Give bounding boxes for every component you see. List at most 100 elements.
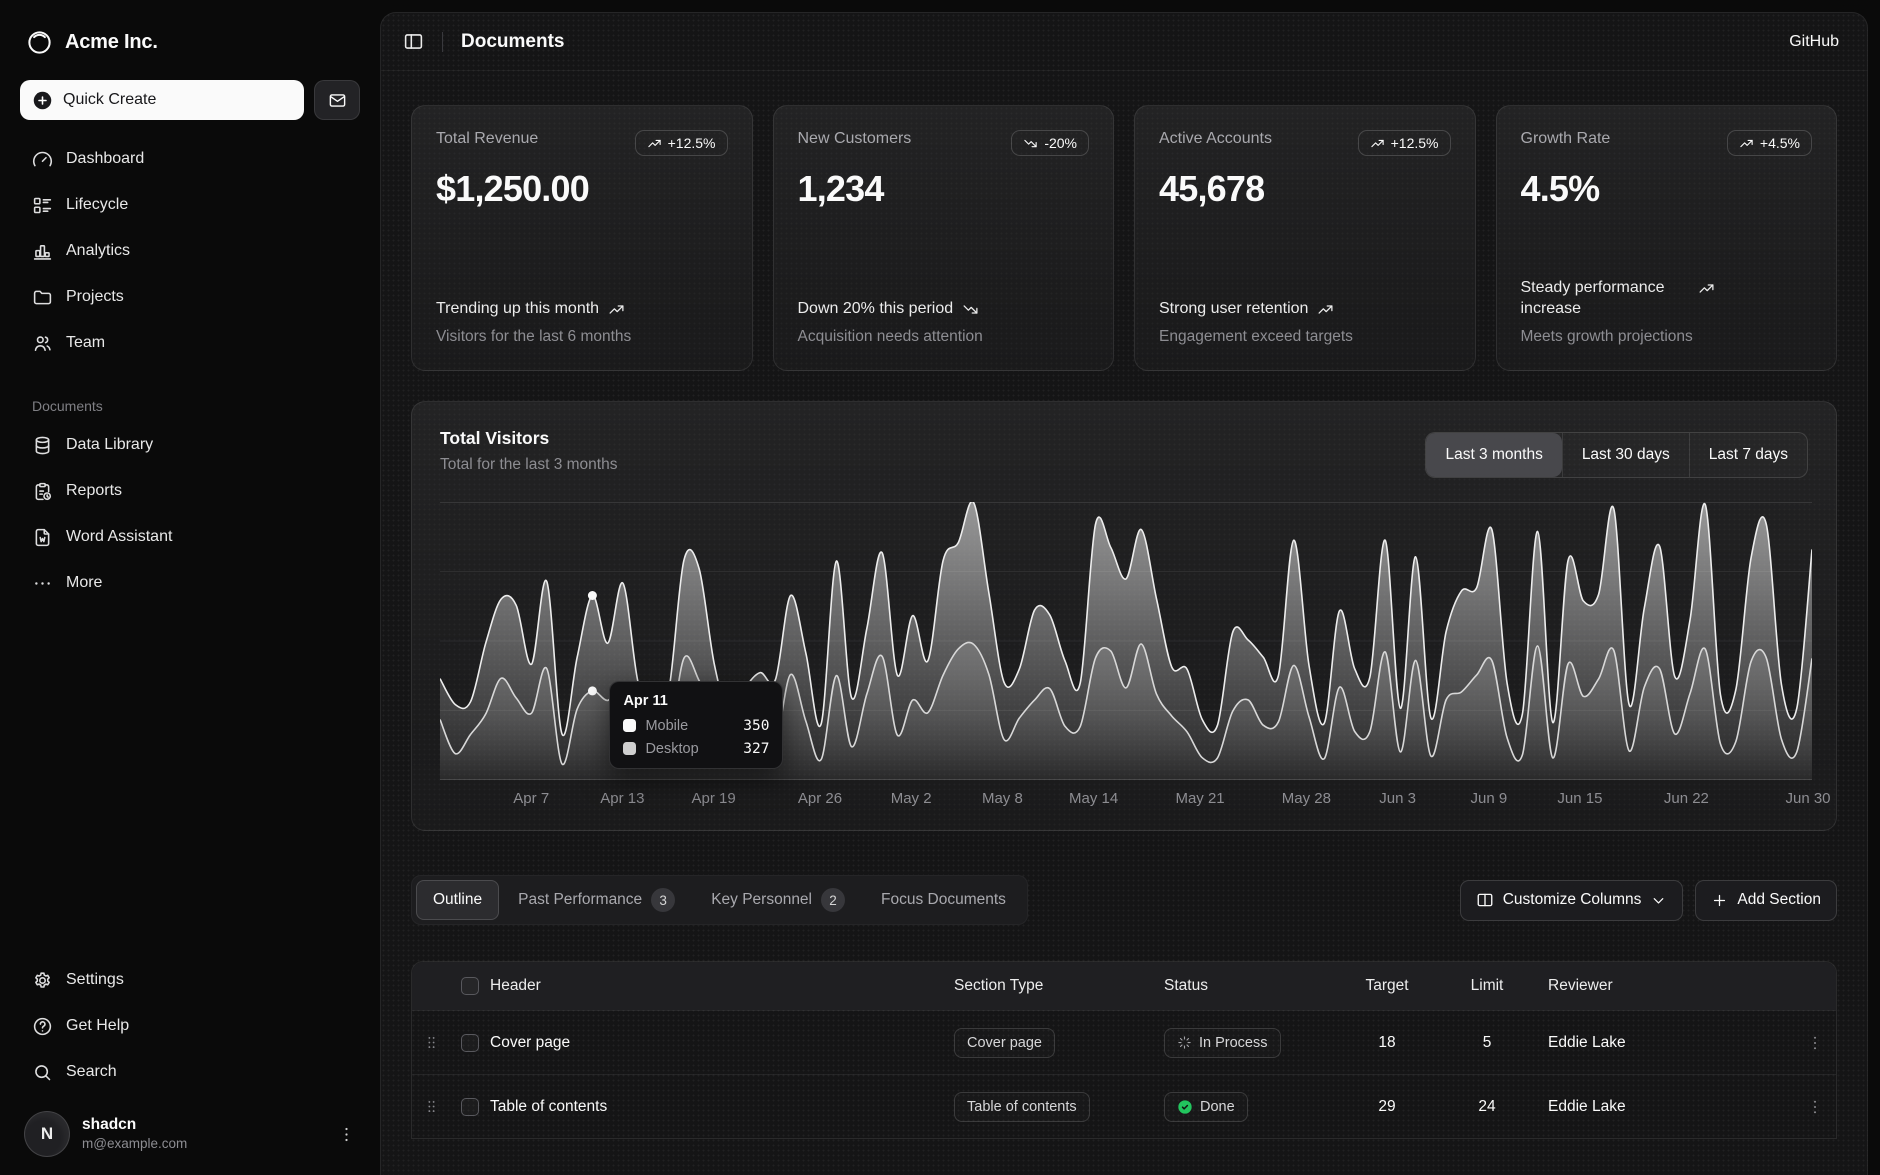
- tick-label: May 28: [1281, 790, 1331, 807]
- trending-up-icon: [609, 305, 624, 315]
- sidebar-item-settings[interactable]: Settings: [20, 957, 360, 1003]
- tab-outline[interactable]: Outline: [416, 880, 500, 920]
- sidebar-toggle-button[interactable]: [403, 31, 424, 52]
- sidebar-nav-main: Dashboard Lifecycle Analytics Projects Team: [20, 136, 360, 366]
- header-divider: [442, 31, 443, 52]
- select-all-checkbox[interactable]: [461, 977, 479, 995]
- dots-icon: [35, 581, 50, 585]
- range-button-last-3-months[interactable]: Last 3 months: [1426, 433, 1562, 477]
- trending-down-icon: [1024, 139, 1037, 147]
- trending-up-icon: [647, 139, 661, 147]
- sidebar-section-label: Documents: [32, 398, 103, 414]
- sidebar-item-data-library[interactable]: Data Library: [20, 422, 360, 468]
- stat-card-active-accounts: Active Accounts +12.5% 45,678 Strong user r…: [1134, 105, 1476, 371]
- stat-cards: Total Revenue +12.5% $1,250.00 Trending up …: [411, 105, 1837, 371]
- report-icon: [35, 482, 52, 500]
- tooltip-date: Apr 11: [623, 692, 668, 709]
- tab-label: Past Performance: [518, 891, 643, 908]
- trending-up-icon: [1740, 139, 1753, 147]
- user-menu-button[interactable]: [337, 1125, 356, 1144]
- tick-label: May 21: [1175, 790, 1225, 807]
- cell-reviewer[interactable]: Eddie Lake: [1548, 1097, 1626, 1115]
- brand[interactable]: Acme Inc.: [20, 22, 360, 62]
- sidebar-item-lifecycle[interactable]: Lifecycle: [20, 182, 360, 228]
- page-title: Documents: [461, 30, 565, 52]
- tick-label: Jun 9: [1470, 790, 1508, 807]
- row-menu-button[interactable]: [1806, 1098, 1824, 1116]
- chart-active-dot-total: [587, 591, 597, 600]
- cell-target[interactable]: 29: [1378, 1097, 1396, 1115]
- status-label: In Process: [1199, 1034, 1268, 1051]
- sidebar-item-get-help[interactable]: Get Help: [20, 1003, 360, 1049]
- range-button-last-30-days[interactable]: Last 30 days: [1561, 433, 1689, 477]
- sidebar-item-more[interactable]: More: [20, 560, 360, 606]
- tab-past-performance[interactable]: Past Performance 3: [501, 880, 692, 920]
- row-checkbox[interactable]: [461, 1033, 479, 1052]
- tooltip-swatch: [623, 742, 637, 756]
- tick-label: Apr 26: [797, 790, 843, 807]
- tab-key-personnel[interactable]: Key Personnel 2: [694, 880, 862, 920]
- sidebar-item-label: Team: [66, 334, 106, 351]
- visitors-subtitle: Total for the last 3 months: [440, 456, 618, 473]
- tab-focus-documents[interactable]: Focus Documents: [864, 880, 1023, 920]
- stat-card-subline: Meets growth projections: [1520, 328, 1693, 346]
- col-header-status: Status: [1164, 977, 1208, 994]
- github-link[interactable]: GitHub: [1789, 32, 1839, 50]
- tick-label: Apr 7: [513, 790, 550, 807]
- range-button-last-7-days[interactable]: Last 7 days: [1688, 433, 1807, 477]
- stat-badge-value: +12.5%: [1390, 135, 1439, 151]
- brand-name: Acme Inc.: [65, 30, 158, 53]
- stat-card-badge: +12.5%: [1357, 130, 1451, 156]
- row-menu-button[interactable]: [1806, 1034, 1824, 1052]
- customize-columns-label: Customize Columns: [1502, 891, 1642, 908]
- main-header: Documents GitHub: [381, 13, 1867, 71]
- sidebar-item-analytics[interactable]: Analytics: [20, 228, 360, 274]
- status-label: Done: [1200, 1098, 1235, 1115]
- stat-card-title: Total Revenue: [436, 130, 539, 147]
- cell-limit[interactable]: 5: [1482, 1033, 1492, 1051]
- stat-card-value: 4.5%: [1520, 168, 1601, 209]
- quick-create-button[interactable]: Quick Create: [20, 80, 304, 120]
- cell-header[interactable]: Table of contents: [490, 1097, 608, 1115]
- settings-icon: [35, 971, 50, 988]
- plus-circle-icon: [33, 91, 52, 109]
- trending-up-icon: [1698, 284, 1714, 293]
- stat-card-title: Growth Rate: [1520, 130, 1611, 147]
- sidebar-item-label: Dashboard: [66, 150, 145, 167]
- inbox-button[interactable]: [314, 80, 360, 120]
- section-type-badge: Table of contents: [954, 1091, 1090, 1122]
- sidebar-item-label: Word Assistant: [66, 528, 173, 545]
- tooltip-swatch: [623, 719, 637, 733]
- tooltip-row: Desktop 327: [623, 741, 769, 757]
- sidebar-item-dashboard[interactable]: Dashboard: [20, 136, 360, 182]
- stat-card-footline: Strong user retention: [1159, 298, 1451, 320]
- sidebar-item-team[interactable]: Team: [20, 320, 360, 366]
- user-card[interactable]: N shadcn m@example.com: [20, 1111, 360, 1157]
- status-badge: In Process: [1164, 1027, 1281, 1058]
- sidebar-item-projects[interactable]: Projects: [20, 274, 360, 320]
- cell-target[interactable]: 18: [1378, 1033, 1396, 1051]
- sidebar-item-reports[interactable]: Reports: [20, 468, 360, 514]
- sidebar-item-search[interactable]: Search: [20, 1049, 360, 1095]
- stat-card-total-revenue: Total Revenue +12.5% $1,250.00 Trending up …: [411, 105, 753, 371]
- avatar: N: [24, 1111, 70, 1157]
- col-header-header: Header: [490, 977, 541, 994]
- cell-limit[interactable]: 24: [1478, 1097, 1496, 1115]
- visitors-chart[interactable]: Apr 11 Mobile 350 Desktop 327: [440, 502, 1812, 780]
- chart-bar-icon: [33, 244, 52, 260]
- cell-reviewer[interactable]: Eddie Lake: [1548, 1033, 1626, 1051]
- visitors-title: Total Visitors: [440, 428, 550, 448]
- drag-handle[interactable]: [423, 1098, 440, 1115]
- chart-active-dot-desktop: [587, 686, 597, 696]
- stat-badge-value: +4.5%: [1759, 135, 1800, 151]
- col-header-target: Target: [1365, 977, 1409, 994]
- drag-handle[interactable]: [423, 1034, 440, 1051]
- add-section-button[interactable]: Add Section: [1695, 879, 1837, 921]
- customize-columns-button[interactable]: Customize Columns: [1459, 879, 1684, 921]
- tooltip-row: Mobile 350: [623, 718, 769, 734]
- row-checkbox[interactable]: [461, 1097, 479, 1116]
- sidebar: Acme Inc. Quick Create Dashboard Lifecycl…: [0, 0, 380, 1175]
- sidebar-item-word-assistant[interactable]: Word Assistant: [20, 514, 360, 560]
- tabs: Outline Past Performance 3 Key Personnel 2 Fo…: [411, 875, 1028, 925]
- cell-header[interactable]: Cover page: [490, 1033, 571, 1051]
